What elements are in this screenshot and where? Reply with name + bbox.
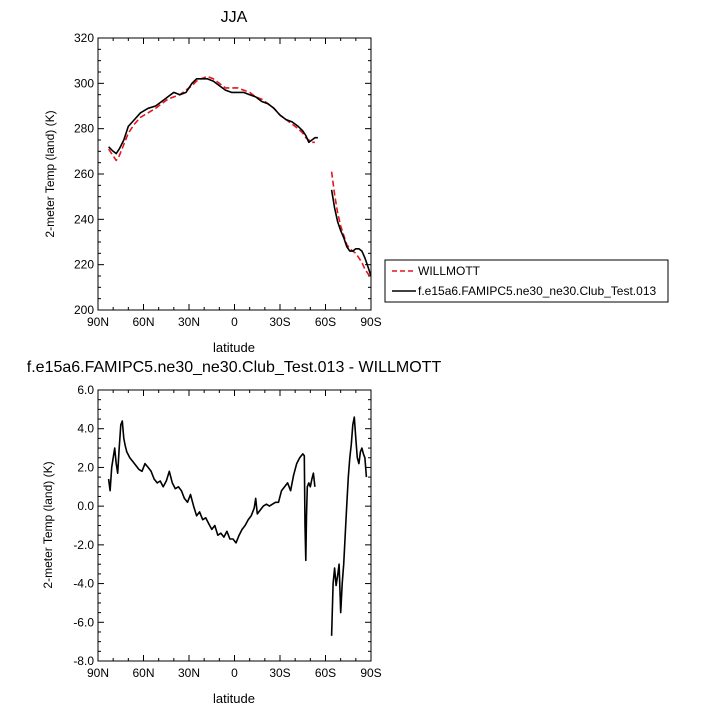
bottom-y-tick-label: -8.0 (73, 654, 94, 668)
top-series-0-line-segment-1 (330, 171, 371, 279)
top-y-tick-label: 320 (74, 31, 94, 45)
bottom-y-tick-label: 6.0 (77, 383, 94, 397)
difference-panel: f.e15a6.FAMIPC5.ne30_ne30.Club_Test.013 … (27, 359, 442, 706)
bottom-y-tick-label: -4.0 (73, 577, 94, 591)
bottom-x-axis-label: latitude (213, 691, 255, 706)
top-x-tick-label: 90S (360, 315, 381, 329)
top-plot-area: 90N 60N 30N 0 30S 60S 90S 200 220 240 260 280 300 320 (74, 31, 382, 329)
top-y-tick-label: 300 (74, 76, 94, 90)
bottom-chart-title: f.e15a6.FAMIPC5.ne30_ne30.Club_Test.013 … (27, 359, 442, 376)
top-x-tick-label: 30S (269, 315, 290, 329)
bottom-plot-frame (97, 389, 372, 662)
bottom-y-tick-label: -2.0 (73, 538, 94, 552)
bottom-x-tick-label: 90N (87, 666, 109, 680)
top-y-tick-label: 200 (74, 303, 94, 317)
top-plot-frame (97, 37, 372, 311)
bottom-series-0-line-segment-1 (330, 416, 368, 636)
top-series-1-line-segment-0 (108, 78, 318, 155)
temperature-panel: JJA latitude 2-meter Temp (land) (K) 90N… (43, 9, 669, 355)
top-x-axis-label: latitude (213, 340, 255, 355)
legend: WILLMOTT f.e15a6.FAMIPC5.ne30_ne30.Club_… (384, 259, 669, 303)
top-series-1-line-segment-1 (330, 189, 371, 277)
top-x-tick-label: 0 (231, 315, 238, 329)
bottom-y-axis-label: 2-meter Temp (land) (K) (41, 461, 55, 588)
top-x-tick-label: 60S (315, 315, 336, 329)
top-y-tick-label: 240 (74, 212, 94, 226)
top-series-0-line-segment-0 (107, 75, 315, 162)
bottom-series-0-line-segment-0 (107, 420, 316, 562)
top-x-tick-label: 90N (87, 315, 109, 329)
bottom-plot-area: 90N 60N 30N 0 30S 60S 90S 6.0 4.0 2.0 0.0 -2.0 -4.0 -… (73, 383, 381, 680)
top-x-tick-label: 30N (178, 315, 200, 329)
bottom-x-tick-label: 60N (132, 666, 154, 680)
legend-label-model: f.e15a6.FAMIPC5.ne30_ne30.Club_Test.013 (418, 284, 656, 298)
top-chart-title: JJA (221, 9, 248, 26)
bottom-y-tick-label: 0.0 (77, 499, 94, 513)
top-y-axis-label: 2-meter Temp (land) (K) (43, 110, 57, 237)
legend-label-willmott: WILLMOTT (418, 264, 481, 278)
top-y-tick-label: 260 (74, 167, 94, 181)
bottom-y-tick-label: 4.0 (77, 422, 94, 436)
bottom-x-tick-label: 30S (269, 666, 290, 680)
bottom-x-tick-label: 60S (315, 666, 336, 680)
legend-box (384, 259, 669, 303)
top-y-tick-label: 280 (74, 122, 94, 136)
top-y-tick-label: 220 (74, 258, 94, 272)
bottom-x-tick-label: 90S (360, 666, 381, 680)
bottom-y-tick-label: 2.0 (77, 460, 94, 474)
top-x-tick-label: 60N (132, 315, 154, 329)
bottom-x-tick-label: 0 (231, 666, 238, 680)
bottom-y-tick-label: -6.0 (73, 615, 94, 629)
bottom-x-tick-label: 30N (178, 666, 200, 680)
